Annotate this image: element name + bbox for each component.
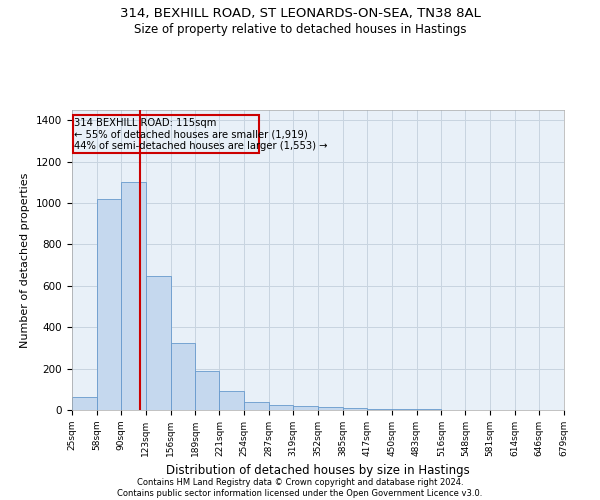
Bar (72, 396, 97, 410)
Text: 314, BEXHILL ROAD, ST LEONARDS-ON-SEA, TN38 8AL: 314, BEXHILL ROAD, ST LEONARDS-ON-SEA, T… (119, 8, 481, 20)
Bar (97, 199, 121, 410)
Bar (343, 408, 367, 410)
Bar (196, 370, 220, 410)
Bar (121, 182, 146, 410)
Y-axis label: Number of detached properties: Number of detached properties (20, 172, 31, 348)
Bar (367, 408, 392, 410)
Bar (318, 407, 343, 410)
Bar (293, 406, 318, 410)
Bar (269, 405, 293, 410)
Bar (220, 392, 244, 410)
Bar (392, 409, 416, 410)
Text: 314 BEXHILL ROAD: 115sqm
← 55% of detached houses are smaller (1,919)
44% of sem: 314 BEXHILL ROAD: 115sqm ← 55% of detach… (74, 118, 328, 152)
X-axis label: Distribution of detached houses by size in Hastings: Distribution of detached houses by size … (166, 464, 470, 477)
Text: Size of property relative to detached houses in Hastings: Size of property relative to detached ho… (134, 22, 466, 36)
Bar (244, 402, 269, 410)
Text: Contains HM Land Registry data © Crown copyright and database right 2024.
Contai: Contains HM Land Registry data © Crown c… (118, 478, 482, 498)
Bar (170, 343, 196, 410)
Bar (146, 276, 170, 410)
